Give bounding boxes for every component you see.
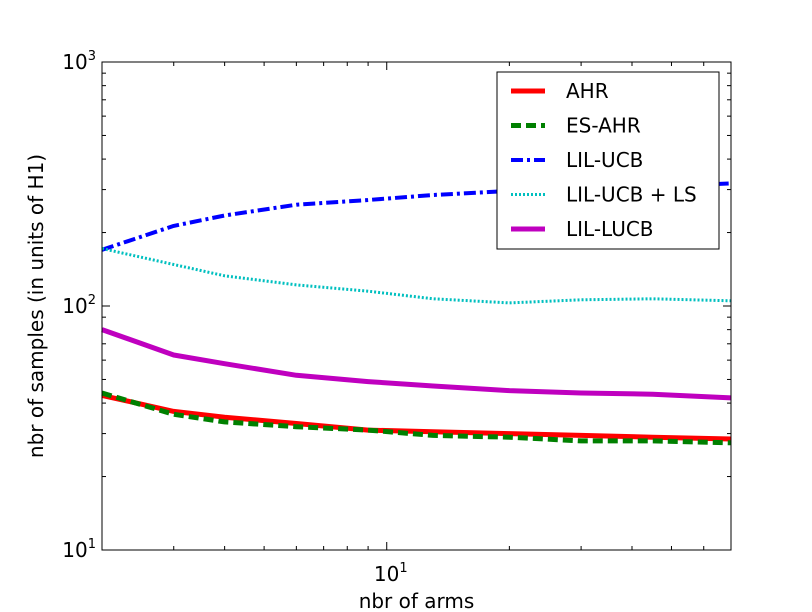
tick-labels: 101 102 103 101 — [62, 49, 407, 586]
x-axis-label: nbr of arms — [359, 589, 475, 612]
legend-label: AHR — [566, 79, 609, 103]
tick-label: 101 — [374, 561, 408, 586]
y-axis-label: nbr of samples (in units of H1) — [24, 154, 48, 458]
legend-label: LIL-LUCB — [566, 217, 654, 241]
plot-frame — [101, 61, 732, 551]
legend-label: LIL-UCB — [566, 148, 643, 172]
legend: AHR ES-AHR LIL-UCB LIL-UCB + LS LIL-LUCB — [496, 71, 720, 250]
series-line-es-ahr — [101, 390, 732, 446]
tick-label: 102 — [62, 293, 96, 318]
series-line-lil-ucb-ls — [101, 247, 732, 305]
series-lines — [101, 181, 732, 446]
series-line-lil-ucb — [101, 181, 732, 252]
tick-label: 101 — [62, 537, 96, 562]
tick-label: 103 — [62, 49, 96, 74]
series-line-lil-lucb — [101, 327, 732, 401]
legend-label: ES-AHR — [566, 114, 641, 138]
legend-label: LIL-UCB + LS — [566, 183, 697, 207]
